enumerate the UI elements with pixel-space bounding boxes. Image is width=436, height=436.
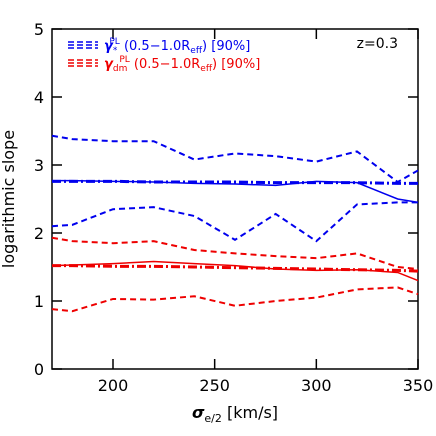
legend-part: * bbox=[113, 46, 118, 56]
legend-part: PL bbox=[109, 37, 119, 47]
legend-label: γdmPL (0.5−1.0Reff) [90%] bbox=[104, 55, 260, 74]
annotation: z=0.3 bbox=[357, 36, 398, 52]
y-tick-label: 1 bbox=[34, 292, 44, 311]
legend-part: (0.5−1.0R bbox=[120, 39, 190, 54]
median-line bbox=[51, 260, 419, 282]
x-label-part: σ bbox=[192, 403, 205, 422]
x-axis-label: σe/2 [km/s] bbox=[192, 403, 278, 425]
legend-part: dm bbox=[113, 64, 127, 74]
lower-line bbox=[51, 201, 418, 243]
y-tick-label: 2 bbox=[34, 224, 44, 243]
x-label-part: e/2 bbox=[204, 412, 221, 425]
x-tick-label: 300 bbox=[301, 376, 332, 395]
legend-part: PL bbox=[119, 55, 129, 65]
legend-part: eff bbox=[190, 46, 203, 56]
x-tick-label: 200 bbox=[98, 376, 129, 395]
x-tick-label: 250 bbox=[199, 376, 230, 395]
upper-line bbox=[51, 236, 419, 271]
y-tick-label: 0 bbox=[34, 360, 44, 379]
x-label-part: [km/s] bbox=[222, 403, 278, 422]
x-tick-label: 350 bbox=[403, 376, 434, 395]
upper-line bbox=[51, 134, 419, 184]
y-tick-label: 3 bbox=[34, 156, 44, 175]
y-axis-label: logarithmic slope bbox=[0, 130, 18, 268]
legend-part: ) [90%] bbox=[212, 57, 260, 72]
y-tick-label: 4 bbox=[34, 88, 44, 107]
legend-part: eff bbox=[200, 64, 213, 74]
legend-part: (0.5−1.0R bbox=[130, 57, 200, 72]
y-tick-label: 5 bbox=[34, 20, 44, 39]
legend-label: γ*PL (0.5−1.0Reff) [90%] bbox=[104, 37, 250, 56]
plot-frame bbox=[51, 28, 419, 370]
legend-part: γ bbox=[104, 57, 114, 72]
legend-part: γ bbox=[104, 39, 114, 54]
median-line bbox=[52, 179, 419, 204]
legend-part: ) [90%] bbox=[202, 39, 250, 54]
lower-line bbox=[51, 286, 419, 313]
